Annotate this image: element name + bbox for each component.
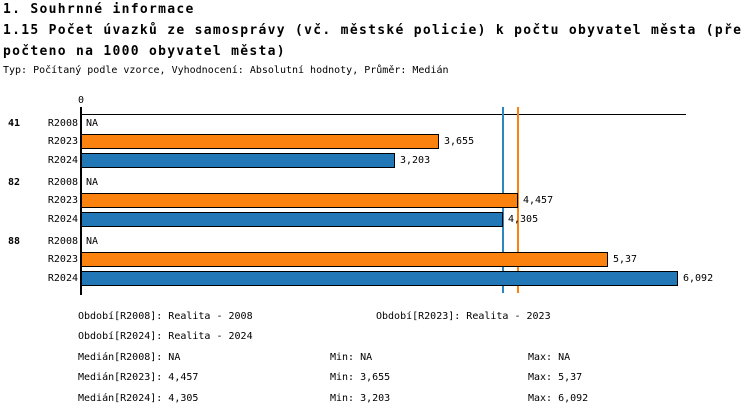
row-label-r2024: R2024 xyxy=(47,214,78,225)
legend-min-r2024: Min: 3,203 xyxy=(330,393,391,404)
median-line-r2023 xyxy=(517,107,519,293)
legend-min-r2008: Min: NA xyxy=(330,352,373,363)
legend-max-r2023: Max: 5,37 xyxy=(528,372,583,383)
indicator-title-line1: 1.15 Počet úvazků ze samosprávy (vč. měs… xyxy=(3,23,743,38)
x-axis-line xyxy=(81,114,686,115)
na-value-label: NA xyxy=(86,236,99,247)
section-title: 1. Souhrnné informace xyxy=(3,2,195,17)
legend-median-r2024: Medián[R2024]: 4,305 xyxy=(78,393,199,404)
bar-value-label: 3,203 xyxy=(400,155,431,166)
row-label-r2024: R2024 xyxy=(47,273,78,284)
bar-r2024 xyxy=(81,271,679,286)
bar-value-label: 6,092 xyxy=(683,273,714,284)
na-value-label: NA xyxy=(86,118,99,129)
legend-median-r2008: Medián[R2008]: NA xyxy=(78,352,181,363)
na-value-label: NA xyxy=(86,177,99,188)
bar-r2023 xyxy=(81,134,440,149)
group-label: 41 xyxy=(8,118,21,129)
bar-r2024 xyxy=(81,153,396,168)
bar-value-label: 5,37 xyxy=(613,254,638,265)
x-axis-origin-label: 0 xyxy=(77,95,85,106)
legend-max-r2024: Max: 6,092 xyxy=(528,393,589,404)
row-label-r2008: R2008 xyxy=(47,118,78,129)
bar-r2024 xyxy=(81,212,504,227)
y-axis-line xyxy=(80,107,82,295)
group-label: 88 xyxy=(8,236,21,247)
row-label-r2023: R2023 xyxy=(47,254,78,265)
indicator-title-line2: počteno na 1000 obyvatel města) xyxy=(3,44,286,59)
legend-median-r2023: Medián[R2023]: 4,457 xyxy=(78,372,199,383)
row-label-r2008: R2008 xyxy=(47,177,78,188)
legend-obdobi-r2024: Období[R2024]: Realita - 2024 xyxy=(78,331,253,342)
legend-min-r2023: Min: 3,655 xyxy=(330,372,391,383)
bar-value-label: 4,457 xyxy=(523,195,554,206)
row-label-r2008: R2008 xyxy=(47,236,78,247)
row-label-r2023: R2023 xyxy=(47,195,78,206)
legend-obdobi-r2008: Období[R2008]: Realita - 2008 xyxy=(78,311,253,322)
legend-obdobi-r2023: Období[R2023]: Realita - 2023 xyxy=(376,311,551,322)
row-label-r2023: R2023 xyxy=(47,136,78,147)
group-label: 82 xyxy=(8,177,21,188)
bar-value-label: 3,655 xyxy=(444,136,475,147)
bar-r2023 xyxy=(81,193,518,208)
row-label-r2024: R2024 xyxy=(47,155,78,166)
indicator-meta: Typ: Počítaný podle vzorce, Vyhodnocení:… xyxy=(3,65,449,76)
bar-r2023 xyxy=(81,252,608,267)
legend-max-r2008: Max: NA xyxy=(528,352,571,363)
bar-value-label: 4,305 xyxy=(508,214,539,225)
